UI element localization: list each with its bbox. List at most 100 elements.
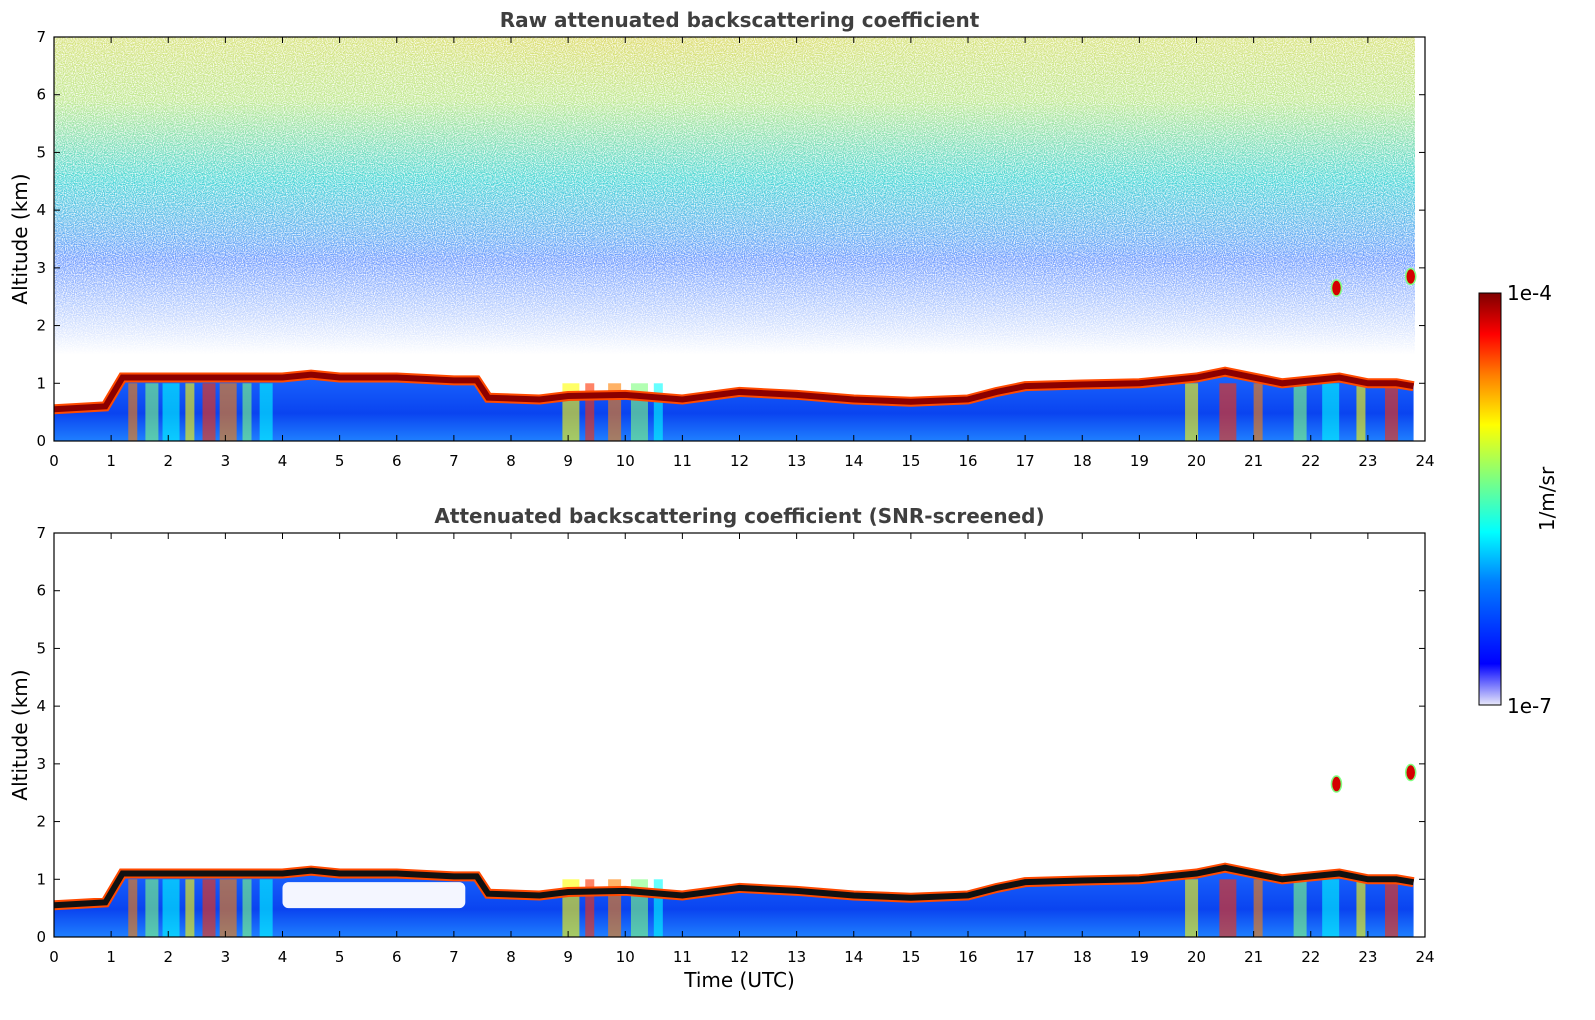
x-tick-label: 20 xyxy=(1187,948,1206,966)
x-tick-label: 2 xyxy=(163,452,173,470)
x-tick-label: 6 xyxy=(392,452,402,470)
plume-mark xyxy=(653,383,663,441)
y-axis-label: Altitude (km) xyxy=(8,173,32,304)
x-tick-label: 3 xyxy=(221,948,231,966)
plume-mark xyxy=(585,383,595,441)
plume-mark xyxy=(162,879,180,937)
x-tick-label: 14 xyxy=(844,452,863,470)
x-tick-label: 8 xyxy=(506,948,516,966)
heatmap-area xyxy=(54,533,1425,937)
y-tick-label: 3 xyxy=(36,755,46,773)
y-tick-label: 0 xyxy=(36,432,46,450)
y-tick-label: 7 xyxy=(36,524,46,542)
y-tick-label: 7 xyxy=(36,28,46,46)
plume-mark xyxy=(162,383,180,441)
plume-mark xyxy=(1219,879,1237,937)
x-tick-label: 8 xyxy=(506,452,516,470)
screened-gap xyxy=(282,882,466,909)
x-tick-label: 17 xyxy=(1016,948,1035,966)
x-tick-label: 1 xyxy=(106,452,116,470)
x-tick-label: 16 xyxy=(958,948,977,966)
plume-mark xyxy=(1293,383,1307,441)
y-tick-label: 1 xyxy=(36,374,46,392)
x-tick-label: 19 xyxy=(1130,948,1149,966)
x-tick-label: 17 xyxy=(1016,452,1035,470)
y-tick-label: 3 xyxy=(36,259,46,277)
plume-mark xyxy=(585,879,595,937)
plume-mark xyxy=(219,383,237,441)
feature-mark xyxy=(1404,267,1417,286)
x-tick-label: 21 xyxy=(1244,948,1263,966)
y-tick-label: 2 xyxy=(36,317,46,335)
x-tick-label: 11 xyxy=(673,452,692,470)
x-tick-label: 15 xyxy=(901,948,920,966)
x-tick-label: 7 xyxy=(449,452,459,470)
plume-mark xyxy=(1253,383,1263,441)
colorbar-max-label: 1e-4 xyxy=(1507,281,1552,305)
plume-mark xyxy=(259,383,273,441)
y-tick-label: 2 xyxy=(36,813,46,831)
feature-mark xyxy=(1330,775,1343,793)
x-tick-label: 18 xyxy=(1073,452,1092,470)
colorbar-unit-label: 1/m/sr xyxy=(1535,466,1559,531)
x-tick-label: 22 xyxy=(1301,948,1320,966)
plume-mark xyxy=(1219,383,1237,441)
x-tick-label: 23 xyxy=(1358,452,1377,470)
plume-mark xyxy=(202,383,216,441)
x-tick-label: 11 xyxy=(673,948,692,966)
colorbar-min-label: 1e-7 xyxy=(1507,694,1552,718)
x-tick-label: 10 xyxy=(616,948,635,966)
plume-mark xyxy=(1185,383,1199,441)
plume-mark xyxy=(185,879,195,937)
x-tick-label: 2 xyxy=(163,948,173,966)
plume-mark xyxy=(1385,879,1399,937)
y-tick-label: 6 xyxy=(36,86,46,104)
x-tick-label: 3 xyxy=(221,452,231,470)
x-tick-label: 14 xyxy=(844,948,863,966)
x-tick-label: 9 xyxy=(563,948,573,966)
x-tick-label: 4 xyxy=(278,948,288,966)
x-tick-label: 4 xyxy=(278,452,288,470)
plume-mark xyxy=(219,879,237,937)
feature-mark xyxy=(1330,279,1343,297)
plume-mark xyxy=(128,879,138,937)
x-tick-label: 19 xyxy=(1130,452,1149,470)
plume-mark xyxy=(1356,879,1366,937)
y-tick-label: 5 xyxy=(36,143,46,161)
panel-2: 0 1 2 3 4 5 6 7 8 9 10 11 12 13 14 15 16 17 18 19 20 21 22 23 24… xyxy=(8,504,1435,992)
x-tick-label: 1 xyxy=(106,948,116,966)
panel-1: 0 1 2 3 4 5 6 7 8 9 10 11 12 13 14 15 16 17 18 19 20 21 22 23 24… xyxy=(8,8,1435,470)
plume-mark xyxy=(1185,879,1199,937)
panel-title: Attenuated backscattering coefficient (S… xyxy=(434,504,1044,528)
plume-mark xyxy=(145,383,159,441)
y-tick-label: 4 xyxy=(36,697,46,715)
x-tick-label: 5 xyxy=(335,948,345,966)
plume-mark xyxy=(1356,383,1366,441)
plume-mark xyxy=(145,879,159,937)
x-tick-label: 9 xyxy=(563,452,573,470)
plume-mark xyxy=(1322,879,1340,937)
x-tick-label: 5 xyxy=(335,452,345,470)
x-tick-label: 22 xyxy=(1301,452,1320,470)
plume-mark xyxy=(242,879,252,937)
colorbar: 1e-4 1e-7 1/m/sr xyxy=(1478,281,1559,718)
x-tick-label: 0 xyxy=(49,452,59,470)
plume-mark xyxy=(128,383,138,441)
plume-mark xyxy=(653,879,663,937)
speckle-mask xyxy=(54,37,1425,372)
layer-top-line xyxy=(54,864,1415,909)
x-tick-label: 16 xyxy=(958,452,977,470)
y-tick-label: 6 xyxy=(36,582,46,600)
panel-title: Raw attenuated backscattering coefficien… xyxy=(500,8,980,32)
plume-mark xyxy=(1322,383,1340,441)
x-tick-label: 21 xyxy=(1244,452,1263,470)
x-tick-label: 23 xyxy=(1358,948,1377,966)
x-tick-label: 20 xyxy=(1187,452,1206,470)
x-tick-label: 18 xyxy=(1073,948,1092,966)
x-tick-label: 12 xyxy=(730,948,749,966)
y-tick-label: 0 xyxy=(36,928,46,946)
layer-top-line xyxy=(54,368,1415,413)
plume-mark xyxy=(1253,879,1263,937)
y-tick-label: 5 xyxy=(36,639,46,657)
